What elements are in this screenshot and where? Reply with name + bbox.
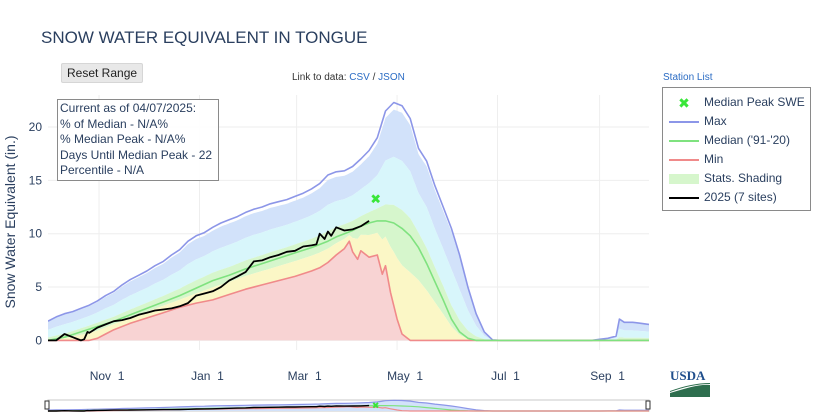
csv-link[interactable]: CSV <box>349 72 370 83</box>
x-tick-label: Nov 1 <box>90 369 125 383</box>
mini-current-line <box>48 404 370 412</box>
current-year-line <box>48 220 370 342</box>
usda-logo-text: USDA <box>670 368 706 383</box>
legend-item-2025[interactable]: 2025 (7 sites) <box>663 188 810 207</box>
link-separator: / <box>372 72 376 83</box>
legend-label: Min <box>704 152 724 166</box>
y-tick-label: 5 <box>35 280 42 294</box>
stats-band <box>48 232 649 341</box>
y-tick-label: 0 <box>35 333 42 347</box>
legend-item-min[interactable]: Min <box>663 150 810 169</box>
current-status-box: Current as of 04/07/2025: % of Median - … <box>57 99 219 181</box>
info-line: Days Until Median Peak - 22 <box>60 147 213 162</box>
x-tick-label: Jan 1 <box>191 369 224 383</box>
legend-item-median-peak[interactable]: ✖ Median Peak SWE <box>663 93 810 112</box>
info-line: % Median Peak - N/A% <box>60 132 186 147</box>
stats-band <box>48 241 649 341</box>
legend-label: Median Peak SWE <box>704 95 805 109</box>
range-handle-right <box>645 400 651 410</box>
legend-label: Max <box>704 114 727 128</box>
info-line: Percentile - N/A <box>60 163 145 178</box>
series-lines: ✖ <box>48 101 649 342</box>
min-series-line <box>48 240 649 342</box>
x-tick-label: Mar 1 <box>288 369 322 383</box>
legend-item-median[interactable]: Median ('91-'20) <box>663 131 810 150</box>
median-peak-marker: ✖ <box>370 192 381 207</box>
x-tick-label: Sep 1 <box>590 369 625 383</box>
y-tick-label: 20 <box>29 120 43 134</box>
legend-label: Median ('91-'20) <box>704 133 790 147</box>
legend-label: 2025 (7 sites) <box>704 190 777 204</box>
x-marker-icon: ✖ <box>678 96 690 110</box>
axis-ticks: 0 5 10 15 20 Nov 1 Jan 1 Mar 1 May 1 Jul 1 Sep 1 <box>29 120 626 383</box>
link-prefix: Link to data: <box>292 72 347 83</box>
json-link[interactable]: JSON <box>378 72 405 83</box>
median-series-line <box>48 220 649 342</box>
usda-logo: USDA <box>670 368 710 397</box>
range-slider[interactable]: ✖ <box>44 399 651 412</box>
info-line: Current as of 04/07/2025: <box>60 101 197 115</box>
x-tick-label: May 1 <box>387 369 423 383</box>
chart-title: SNOW WATER EQUIVALENT IN TONGUE <box>41 28 368 47</box>
reset-range-button[interactable]: Reset Range <box>61 63 144 83</box>
station-list-link[interactable]: Station List <box>663 72 713 83</box>
range-handle-left <box>44 400 50 410</box>
y-tick-label: 10 <box>29 227 43 241</box>
y-tick-label: 15 <box>29 173 43 187</box>
info-line: % of Median - N/A% <box>60 116 169 131</box>
legend-item-max[interactable]: Max <box>663 112 810 131</box>
legend-item-shading[interactable]: Stats. Shading <box>663 169 810 188</box>
x-tick-label: Jul 1 <box>491 369 520 383</box>
mini-peak-marker: ✖ <box>372 402 380 412</box>
legend-label: Stats. Shading <box>704 171 783 185</box>
legend: ✖ Median Peak SWE Max Median ('91-'20) M… <box>662 87 811 211</box>
data-links: Link to data: CSV / JSON <box>292 72 405 83</box>
